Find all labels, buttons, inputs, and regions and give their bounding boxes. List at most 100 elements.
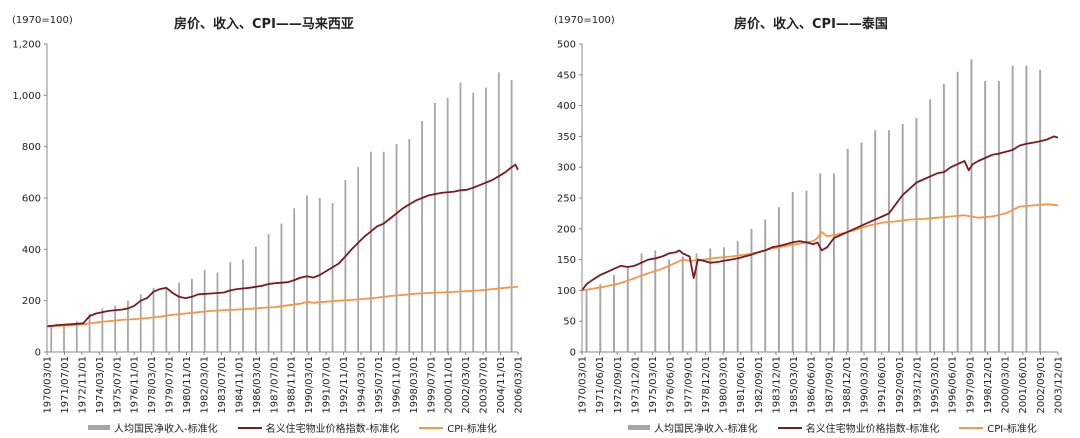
income-bar [887,130,890,352]
y-tick-label: 400 [22,245,41,256]
income-bar [395,144,398,352]
income-bar [929,99,932,352]
legend-swatch-house-price [237,426,262,429]
x-tick-label: 1983/12/01 [771,356,782,414]
x-tick-label: 1979/07/01 [165,356,176,414]
income-bar [497,72,500,352]
legend-swatch-cpi [959,426,984,429]
x-tick-label: 1998/03/01 [409,356,420,414]
legend-label-cpi: CPI-标准化 [447,424,497,435]
income-bar [485,87,487,352]
x-tick-label: 1980/03/01 [719,356,730,414]
income-bar [805,190,808,352]
x-tick-label: 2002/09/01 [1036,356,1047,414]
y-tick-label: 600 [22,194,41,205]
legend-item-cpi: CPI-标准化 [959,420,1037,435]
income-bar [472,92,475,353]
x-tick-label: 2006/03/01 [514,356,525,414]
income-bar [791,191,794,352]
x-tick-label: 1986/03/01 [252,356,263,414]
y-tick-label: 0 [35,348,41,359]
x-tick-label: 1995/03/01 [930,356,941,414]
legend-item-income: 人均国民净收入-标准化 [88,420,218,435]
x-tick-label: 1977/09/01 [683,356,694,414]
income-bar [750,228,753,352]
income-bar [63,326,65,352]
x-tick-label: 1996/06/01 [948,356,959,414]
income-bar [242,259,244,352]
x-tick-label: 1984/11/01 [234,356,245,414]
income-bar [190,278,193,352]
x-tick-label: 1983/07/01 [217,356,228,414]
x-tick-label: 1972/09/01 [613,356,624,414]
y-tick-label: 450 [557,70,576,81]
income-bar [585,290,588,352]
x-tick-label: 2003/07/01 [479,356,490,414]
x-tick-label: 1976/06/01 [666,356,677,414]
x-tick-label: 2000/03/01 [1001,356,1012,414]
x-tick-label: 1992/11/01 [339,356,350,414]
x-tick-label: 1975/03/01 [648,356,659,414]
x-tick-label: 1999/07/01 [426,356,437,414]
legend-swatch-income [628,425,650,430]
x-tick-label: 1978/12/01 [701,356,712,414]
legend-label-house-price: 名义住宅物业价格指数-标准化 [805,424,940,435]
income-bar [613,275,615,352]
x-tick-label: 2004/11/01 [496,356,507,414]
income-bar [510,79,513,352]
y-tick-label: 0 [570,348,576,359]
x-tick-label: 1982/03/01 [200,356,211,414]
income-bar [736,241,739,352]
income-bar [165,287,168,352]
income-bar [446,97,449,353]
income-bar [88,313,91,352]
x-tick-label: 1974/03/01 [95,356,106,414]
legend-item-cpi: CPI-标准化 [419,420,497,435]
income-bar [723,247,725,352]
income-bar [874,130,877,352]
income-bar [654,250,657,352]
x-tick-label: 1970/03/01 [578,356,589,414]
x-tick-label: 2000/11/01 [444,356,455,414]
legend-label-cpi: CPI-标准化 [987,424,1037,435]
x-tick-label: 1971/07/01 [60,356,71,414]
income-bar [970,59,973,353]
income-bar [997,80,1000,353]
income-bar [178,282,181,352]
x-tick-label: 1978/03/01 [147,356,158,414]
income-bar [433,103,436,353]
x-tick-label: 1980/11/01 [182,356,193,414]
income-bar [75,321,78,352]
y-tick-label: 250 [557,194,576,205]
income-bar [956,71,959,352]
income-bar [254,246,257,352]
y-tick-label: 400 [557,101,576,112]
legend: 人均国民净收入-标准化 名义住宅物业价格指数-标准化 CPI-标准化 [628,420,1057,435]
income-bar [127,300,129,352]
income-bar [331,203,334,352]
income-bar [778,207,780,352]
x-tick-label: 1987/09/01 [824,356,835,414]
income-bar [408,138,411,352]
legend-item-house-price: 名义住宅物业价格指数-标准化 [237,420,399,435]
income-bar [819,173,822,352]
income-bar [229,262,232,352]
base-year-label: (1970=100) [554,15,615,26]
x-tick-label: 1976/11/01 [130,356,141,414]
income-bar [764,219,767,352]
y-tick-label: 300 [557,163,576,174]
x-tick-label: 2001/06/01 [1018,356,1029,414]
legend-swatch-house-price [777,426,802,429]
x-tick-label: 1985/03/01 [789,356,800,414]
x-tick-label: 2002/03/01 [461,356,472,414]
income-bar [101,308,104,352]
house-price-line [46,163,519,328]
x-tick-label: 1992/09/01 [895,356,906,414]
x-tick-label: 1981/06/01 [736,356,747,414]
x-tick-label: 1995/07/01 [374,356,385,414]
x-tick-label: 1971/06/01 [595,356,606,414]
legend-swatch-cpi [419,426,444,429]
income-bar [860,142,863,352]
cpi-line [581,203,1059,292]
income-bar [695,253,698,352]
